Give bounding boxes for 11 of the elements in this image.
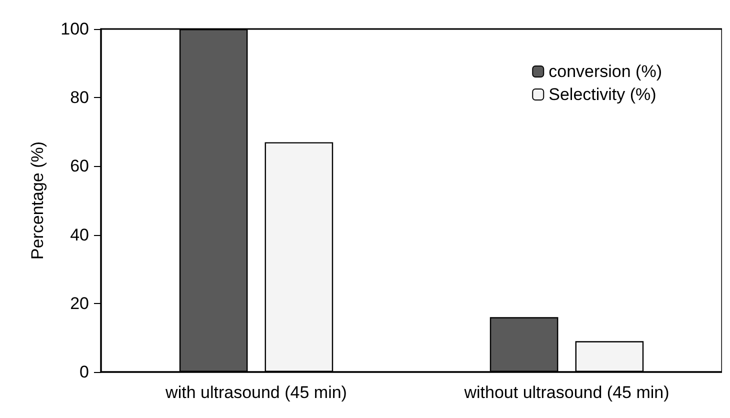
y-tick-label: 100 <box>60 20 89 38</box>
legend-label: Selectivity (%) <box>548 85 656 104</box>
y-tick-label: 40 <box>70 225 89 244</box>
legend-label: conversion (%) <box>548 62 662 81</box>
x-tick-label: without ultrasound (45 min) <box>463 383 670 402</box>
y-tick-label: 20 <box>70 294 89 313</box>
y-axis-title: Percentage (%) <box>28 141 47 260</box>
y-tick-label: 80 <box>70 88 89 108</box>
y-tick-label: 60 <box>70 156 89 176</box>
y-tick-label: 0 <box>80 362 89 382</box>
x-tick-label: with ultrasound (45 min) <box>164 383 347 402</box>
